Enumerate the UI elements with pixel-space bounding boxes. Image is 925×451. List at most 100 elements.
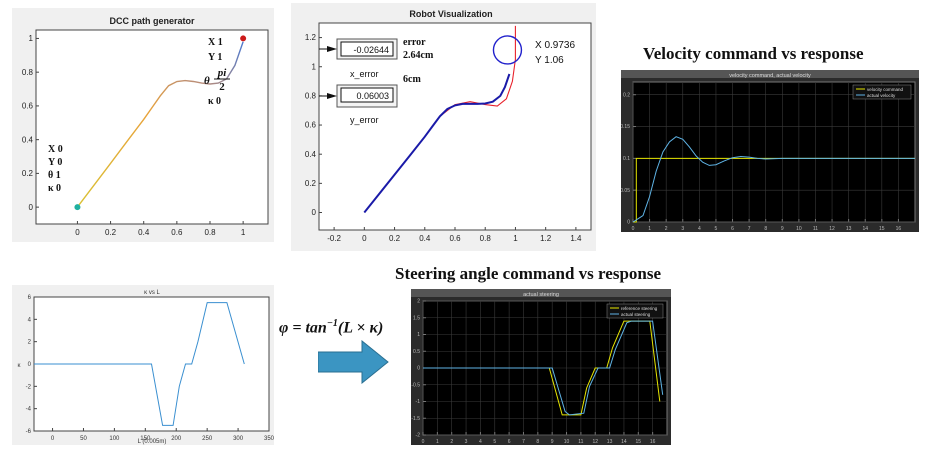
x-tick-label: 0 — [51, 436, 55, 442]
y-tick-label: 0 — [29, 203, 34, 212]
x-tick-label: 15 — [879, 226, 885, 232]
x-tick-label: 100 — [109, 436, 120, 442]
formula-rhs: (L × κ) — [337, 319, 384, 337]
y-tick-label: 1.2 — [305, 33, 317, 42]
start-kappa: κ 0 — [48, 183, 61, 194]
legend-entry-command: velocity command — [867, 87, 904, 92]
y-tick-label: 0.4 — [22, 135, 34, 144]
x-tick-label: 6 — [731, 226, 734, 232]
robot-panel: Robot Visualization -0.2 0 0.2 0.4 0.6 0.8 1 1.2… — [291, 3, 596, 251]
y-tick-label: 0 — [627, 220, 630, 226]
velocity-panel: velocity command, actual velocity 0 1 2 3 4 5 6… — [621, 70, 919, 232]
start-y: Y 0 — [48, 157, 62, 168]
y-tick-label: 0.2 — [22, 169, 34, 178]
x-tick-label: 4 — [698, 226, 701, 232]
dcc-panel: DCC path generator 0 0.2 0.4 0.6 0.8 1 0 0.2 0.4 0… — [12, 8, 274, 242]
start-theta: θ 1 — [48, 170, 61, 181]
kappa-panel: κ vs L 0 50 100 150 200 250 300 350 -6 -4 -2 0 2 4 6 L (… — [12, 285, 274, 445]
y-tick-label: 2 — [417, 299, 420, 305]
end-y: Y 1 — [208, 52, 222, 63]
velocity-heading: Velocity command vs response — [643, 44, 864, 63]
y-tick-label: 0.05 — [621, 188, 630, 194]
x-tick-label: 350 — [264, 436, 274, 442]
y-axis-label: κ — [18, 363, 22, 369]
y-error-note: 6cm — [403, 74, 421, 85]
legend-entry-actual: actual velocity — [867, 93, 896, 98]
x-tick-label: 14 — [621, 439, 627, 445]
chart-title: κ vs L — [144, 290, 160, 296]
x-tick-label: -0.2 — [327, 234, 341, 243]
scope-titlebar — [621, 70, 919, 78]
x-tick-label: 3 — [681, 226, 684, 232]
end-theta-label: θ — [204, 75, 210, 87]
x-tick-label: 250 — [202, 436, 213, 442]
x-axis-label: L (0.005m) — [138, 439, 167, 445]
y-error-box — [340, 87, 394, 103]
x-tick-label: 150 — [140, 436, 151, 442]
x-tick-label: 10 — [564, 439, 570, 445]
x-tick-label: 1 — [241, 228, 246, 237]
y-tick-label: 0.8 — [305, 92, 317, 101]
x-tick-label: 16 — [896, 226, 902, 232]
x-tick-label: 11 — [813, 226, 818, 232]
chart-title: velocity command, actual velocity — [729, 73, 811, 79]
x-tick-label: 0.4 — [138, 228, 150, 237]
x-tick-label: 9 — [551, 439, 554, 445]
x-tick-label: 6 — [508, 439, 511, 445]
end-kappa: κ 0 — [208, 96, 221, 107]
velocity-chart: velocity command, actual velocity 0 1 2 3 4 5 6… — [621, 70, 919, 232]
y-tick-label: 1.5 — [413, 315, 420, 321]
x-tick-label: 0.6 — [171, 228, 183, 237]
arrow-right-icon — [318, 340, 389, 384]
y-tick-label: -4 — [26, 407, 32, 413]
formula-lhs: φ = tan — [279, 319, 327, 337]
end-theta-numerator: pi — [217, 67, 228, 79]
y-tick-label: 0.6 — [22, 102, 34, 111]
path-line — [76, 41, 244, 208]
x-error-value: -0.02644 — [353, 45, 389, 55]
legend-entry-reference: reference steering — [621, 306, 658, 311]
x-tick-label: 0.8 — [204, 228, 216, 237]
y-tick-label: 0.2 — [623, 92, 630, 98]
formula-exponent: −1 — [326, 318, 338, 329]
end-theta-denominator: 2 — [219, 81, 225, 93]
y-error-label: y_error — [350, 115, 379, 125]
x-tick-label: 4 — [479, 439, 482, 445]
x-tick-label: 14 — [862, 226, 868, 232]
plot-area — [35, 29, 269, 225]
x-tick-label: 2 — [665, 226, 668, 232]
x-tick-label: 0 — [362, 234, 367, 243]
x-tick-label: 11 — [578, 439, 583, 445]
robot-chart: Robot Visualization -0.2 0 0.2 0.4 0.6 0.8 1 1.2… — [291, 3, 596, 251]
x-error-box — [340, 41, 394, 57]
legend-box — [852, 84, 912, 100]
y-tick-label: 1 — [417, 332, 420, 338]
y-tick-label: 6 — [28, 295, 32, 301]
y-tick-label: 0 — [312, 208, 317, 217]
x-tick-label: 7 — [522, 439, 525, 445]
steering-formula: φ = tan−1(L × κ) — [279, 318, 383, 337]
legend-box — [606, 303, 664, 319]
x-error-arrow-icon — [327, 46, 337, 52]
y-tick-label: 1 — [312, 62, 317, 71]
x-tick-label: 300 — [233, 436, 244, 442]
arrow-shape — [318, 340, 389, 384]
y-tick-label: 0 — [417, 366, 420, 372]
x-tick-label: 16 — [650, 439, 656, 445]
x-tick-label: 12 — [829, 226, 835, 232]
x-error-note2: 2.64cm — [403, 50, 434, 61]
x-tick-label: 1 — [436, 439, 439, 445]
x-tick-label: 13 — [846, 226, 852, 232]
y-tick-label: -1 — [416, 399, 421, 405]
y-tick-label: 0 — [28, 362, 32, 368]
y-tick-label: 0.4 — [305, 150, 317, 159]
y-tick-label: 0.1 — [623, 156, 630, 162]
x-tick-label: 5 — [715, 226, 718, 232]
y-tick-label: -2 — [416, 433, 421, 439]
x-tick-label: 0.8 — [480, 234, 492, 243]
x-tick-label: 7 — [748, 226, 751, 232]
x-tick-label: 8 — [764, 226, 767, 232]
x-tick-label: 50 — [80, 436, 87, 442]
kappa-line — [34, 302, 245, 426]
legend-entry-actual: actual steering — [621, 312, 651, 317]
